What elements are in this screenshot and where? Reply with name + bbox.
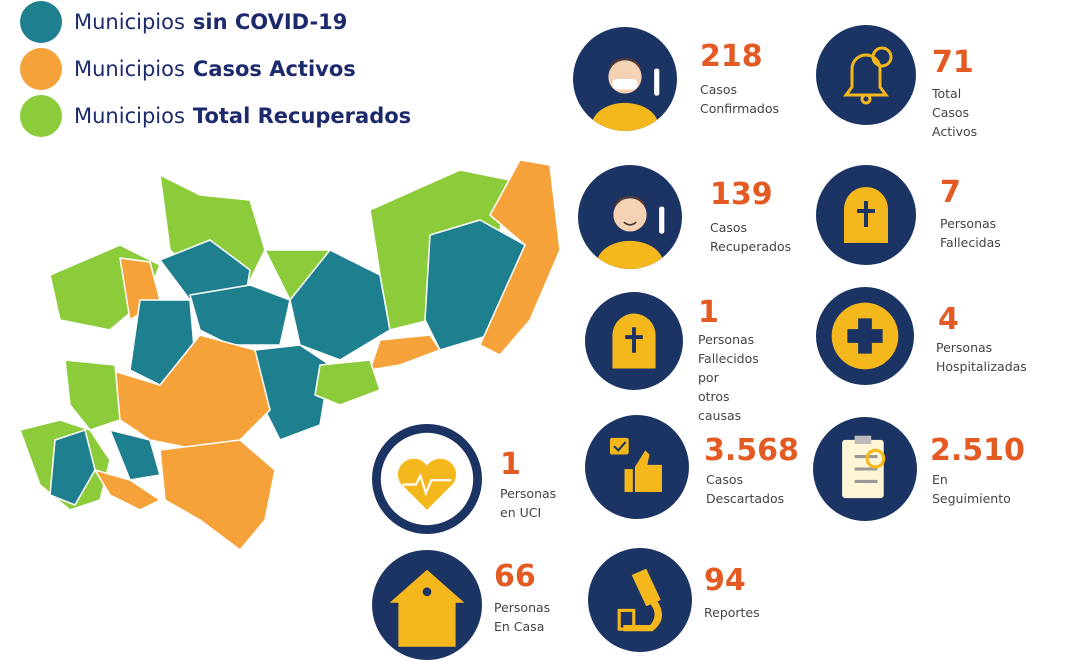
stat-value: 2.510 — [930, 433, 1025, 468]
legend-prefix: Municipios — [74, 10, 185, 34]
map-region — [159, 439, 276, 551]
masked-person-icon — [573, 27, 677, 131]
heartbeat-icon — [372, 424, 482, 534]
tombstone-icon — [585, 292, 683, 390]
legend-label: Total Recuperados — [192, 104, 412, 128]
map-region — [64, 359, 121, 431]
stat-value: 1 — [698, 295, 719, 330]
map-region — [189, 284, 291, 346]
legend-label: sin COVID-19 — [192, 10, 348, 34]
map-region — [109, 334, 271, 451]
microscope-icon — [588, 548, 692, 652]
stat-value: 3.568 — [704, 433, 799, 468]
stat-value: 139 — [710, 177, 773, 212]
map-region — [94, 469, 161, 511]
smiling-person-icon — [578, 165, 682, 269]
stat-label: Personas En Casa — [494, 600, 551, 634]
stat-label: Personas en UCI — [500, 486, 557, 520]
bell-icon — [816, 25, 916, 125]
stat-label: Personas Fallecidas — [940, 216, 1001, 250]
stat-label: En Seguimiento — [932, 472, 1011, 506]
municipalities-map — [19, 159, 561, 551]
tombstone-icon — [816, 165, 916, 265]
stat-label: Casos Confirmados — [700, 82, 780, 116]
legend-label: Casos Activos — [192, 57, 356, 81]
stat-label: Personas Fallecidos por otros causas — [698, 332, 759, 423]
stat-value: 4 — [938, 302, 959, 337]
stat-value: 218 — [700, 39, 763, 74]
legend-dot — [20, 1, 62, 43]
clipboard-icon — [813, 417, 917, 521]
legend-dot — [20, 48, 62, 90]
stat-label: Casos Recuperados — [710, 220, 792, 254]
legend-item-sin-covid: Municipios sin COVID-19 — [20, 0, 347, 44]
medical-cross-icon — [816, 287, 914, 385]
stat-label: Casos Descartados — [706, 472, 785, 506]
map-region — [369, 334, 441, 371]
thumbs-up-icon — [585, 415, 689, 519]
legend-item-activos: Municipios Casos Activos — [20, 47, 356, 91]
stat-value: 66 — [494, 559, 536, 594]
stat-value: 71 — [932, 45, 974, 80]
legend-dot — [20, 95, 62, 137]
stat-label: Reportes — [704, 605, 760, 620]
legend-item-recuperados: Municipios Total Recuperados — [20, 94, 411, 138]
stat-label: Total Casos Activos — [932, 86, 978, 139]
legend-prefix: Municipios — [74, 57, 185, 81]
legend-prefix: Municipios — [74, 104, 185, 128]
stat-value: 94 — [704, 563, 746, 598]
stat-label: Personas Hospitalizadas — [936, 340, 1027, 374]
map-region — [479, 159, 561, 356]
stat-value: 1 — [500, 447, 521, 482]
map-region — [314, 359, 381, 406]
map-region — [49, 429, 96, 506]
stat-value: 7 — [940, 175, 961, 210]
house-icon — [372, 550, 482, 660]
map-region — [109, 429, 161, 481]
